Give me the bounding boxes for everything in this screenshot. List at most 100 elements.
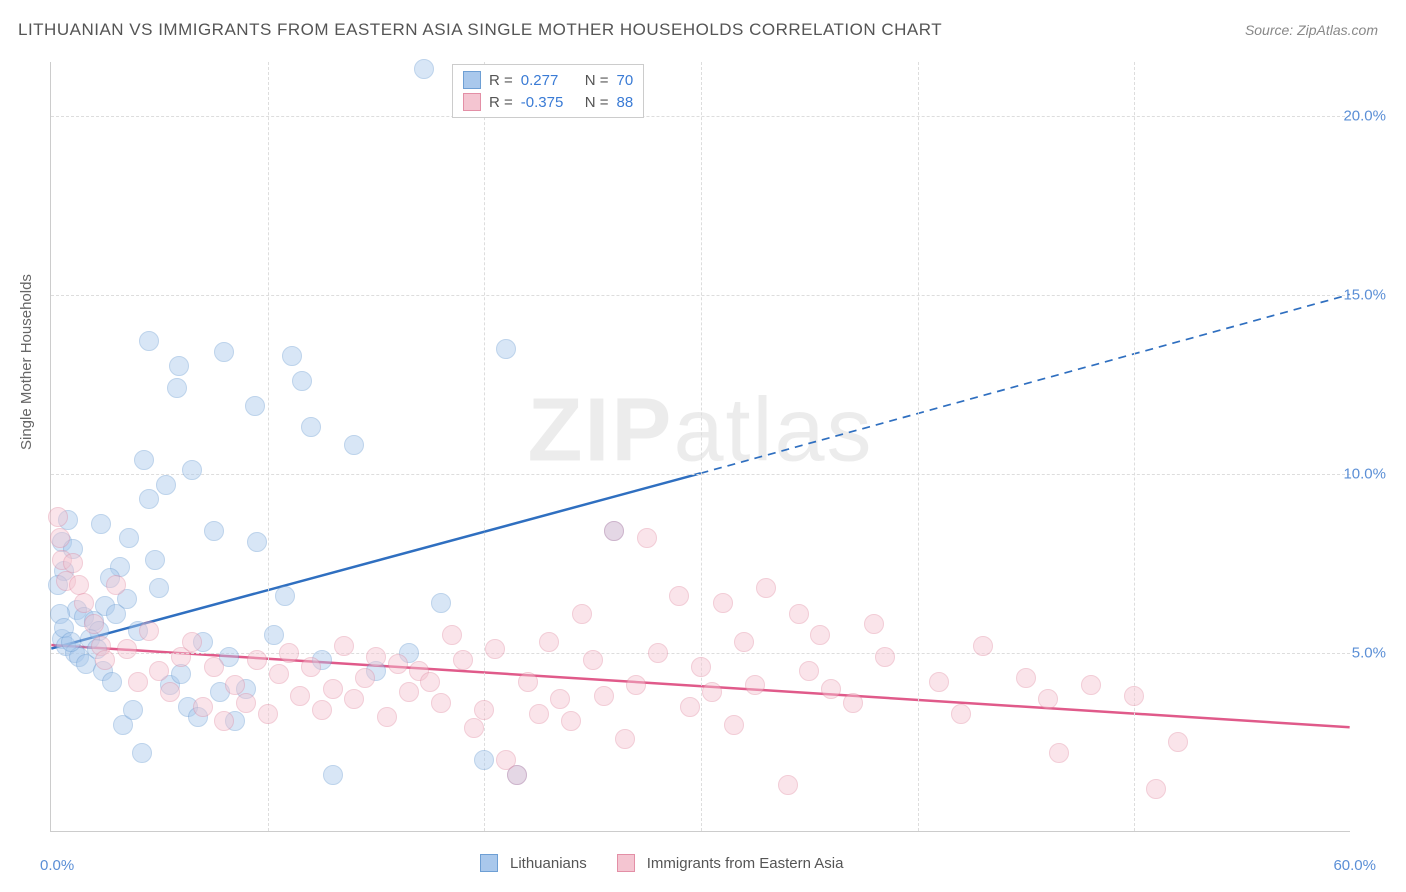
legend-r-label: R = — [489, 94, 513, 111]
scatter-point — [236, 693, 256, 713]
legend-swatch — [463, 71, 481, 89]
scatter-point — [399, 682, 419, 702]
watermark-atlas: atlas — [673, 381, 873, 481]
scatter-point — [529, 704, 549, 724]
scatter-point — [453, 650, 473, 670]
scatter-point — [292, 371, 312, 391]
plot-area: ZIPatlas — [50, 62, 1350, 832]
legend-r-value: 0.277 — [521, 72, 577, 89]
legend-row: R = -0.375 N = 88 — [463, 91, 633, 113]
scatter-point — [1081, 675, 1101, 695]
scatter-point — [117, 639, 137, 659]
scatter-point — [843, 693, 863, 713]
grid-line-vertical — [701, 62, 702, 831]
scatter-point — [420, 672, 440, 692]
correlation-legend: R = 0.277N = 70R = -0.375N = 88 — [452, 64, 644, 118]
scatter-point — [290, 686, 310, 706]
scatter-point — [193, 697, 213, 717]
scatter-point — [789, 604, 809, 624]
scatter-point — [95, 650, 115, 670]
scatter-point — [123, 700, 143, 720]
scatter-point — [366, 647, 386, 667]
legend-row: R = 0.277N = 70 — [463, 69, 633, 91]
legend-series-name: Immigrants from Eastern Asia — [647, 855, 844, 872]
scatter-point — [50, 528, 70, 548]
scatter-point — [132, 743, 152, 763]
legend-n-label: N = — [585, 94, 609, 111]
scatter-point — [929, 672, 949, 692]
scatter-point — [102, 672, 122, 692]
y-axis-tick: 20.0% — [1343, 107, 1386, 124]
scatter-point — [1038, 689, 1058, 709]
scatter-point — [1168, 732, 1188, 752]
scatter-point — [464, 718, 484, 738]
scatter-point — [139, 331, 159, 351]
y-axis-tick: 15.0% — [1343, 286, 1386, 303]
scatter-point — [323, 765, 343, 785]
scatter-point — [214, 711, 234, 731]
scatter-point — [301, 417, 321, 437]
scatter-point — [1049, 743, 1069, 763]
scatter-point — [550, 689, 570, 709]
scatter-point — [245, 396, 265, 416]
scatter-point — [61, 632, 81, 652]
scatter-point — [1124, 686, 1144, 706]
scatter-point — [344, 435, 364, 455]
scatter-point — [691, 657, 711, 677]
scatter-point — [821, 679, 841, 699]
trend-line-dashed — [701, 294, 1350, 473]
grid-line-vertical — [918, 62, 919, 831]
scatter-point — [247, 532, 267, 552]
scatter-point — [119, 528, 139, 548]
legend-r-value: -0.375 — [521, 94, 577, 111]
scatter-point — [282, 346, 302, 366]
scatter-point — [539, 632, 559, 652]
scatter-point — [169, 356, 189, 376]
scatter-point — [637, 528, 657, 548]
y-axis-label: Single Mother Households — [18, 274, 35, 450]
scatter-point — [799, 661, 819, 681]
legend-n-value: 88 — [617, 94, 634, 111]
scatter-point — [156, 475, 176, 495]
x-axis-tick-first: 0.0% — [40, 857, 74, 874]
scatter-point — [106, 575, 126, 595]
scatter-point — [1016, 668, 1036, 688]
grid-line-vertical — [1134, 62, 1135, 831]
scatter-point — [160, 682, 180, 702]
scatter-point — [48, 507, 68, 527]
y-axis-tick: 5.0% — [1352, 644, 1386, 661]
scatter-point — [756, 578, 776, 598]
y-axis-tick: 10.0% — [1343, 465, 1386, 482]
scatter-point — [680, 697, 700, 717]
legend-series-name: Lithuanians — [510, 855, 587, 872]
scatter-point — [264, 625, 284, 645]
scatter-point — [301, 657, 321, 677]
scatter-point — [864, 614, 884, 634]
scatter-point — [583, 650, 603, 670]
scatter-point — [182, 460, 202, 480]
scatter-point — [214, 342, 234, 362]
scatter-point — [334, 636, 354, 656]
scatter-point — [713, 593, 733, 613]
chart-title: LITHUANIAN VS IMMIGRANTS FROM EASTERN AS… — [18, 20, 942, 40]
scatter-point — [247, 650, 267, 670]
scatter-point — [145, 550, 165, 570]
series-legend: Lithuanians Immigrants from Eastern Asia — [480, 854, 861, 872]
scatter-point — [431, 593, 451, 613]
scatter-point — [134, 450, 154, 470]
scatter-point — [951, 704, 971, 724]
scatter-point — [225, 675, 245, 695]
scatter-point — [91, 514, 111, 534]
scatter-point — [63, 553, 83, 573]
scatter-point — [734, 632, 754, 652]
scatter-point — [615, 729, 635, 749]
scatter-point — [810, 625, 830, 645]
scatter-point — [875, 647, 895, 667]
scatter-point — [377, 707, 397, 727]
legend-n-label: N = — [585, 72, 609, 89]
scatter-point — [474, 700, 494, 720]
scatter-point — [431, 693, 451, 713]
watermark-zip: ZIP — [527, 381, 673, 481]
scatter-point — [1146, 779, 1166, 799]
x-axis-tick-last: 60.0% — [1333, 857, 1376, 874]
